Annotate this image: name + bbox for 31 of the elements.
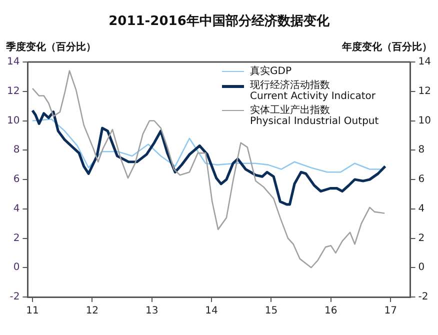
y2-tick-label: -2 <box>418 292 428 303</box>
x-tick-label: 15 <box>264 306 278 317</box>
legend-label: 实体工业产出指数 Physical Industrial Output <box>250 105 379 127</box>
x-tick-label: 16 <box>324 306 338 317</box>
y2-tick-label: 8 <box>418 144 425 156</box>
y-tick-label: 10 <box>6 115 20 126</box>
y2-tick-label: 4 <box>418 203 425 214</box>
y2-tick-label: 0 <box>418 262 425 274</box>
chart-title: 2011-2016年中国部分经济数据变化 <box>108 12 330 30</box>
y2-tick-label: 14 <box>418 56 432 68</box>
y-tick-label: 14 <box>6 56 20 68</box>
y-tick-label: -2 <box>10 292 20 303</box>
legend-label: 真实GDP <box>250 66 292 77</box>
legend-label: 现行经济活动指数 Current Activity Indicator <box>250 80 376 102</box>
y-tick-label: 12 <box>6 86 20 97</box>
y2-tick-label: 6 <box>418 174 425 186</box>
x-tick-label: 13 <box>145 306 158 317</box>
y-tick-label: 2 <box>13 232 20 244</box>
y2-tick-label: 2 <box>418 232 425 244</box>
x-tick-label: 12 <box>86 306 99 317</box>
y-tick-label: 4 <box>13 203 20 214</box>
y-axis-title: 季度变化（百分比） <box>6 40 96 54</box>
x-tick-label: 14 <box>205 306 218 317</box>
x-tick-label: 17 <box>384 306 397 317</box>
y-tick-label: 6 <box>13 174 20 186</box>
y-tick-label: 8 <box>13 144 20 156</box>
y2-axis-title: 年度变化（百分比） <box>342 40 432 54</box>
x-tick-label: 11 <box>26 306 39 317</box>
y2-tick-label: 12 <box>418 86 432 97</box>
y2-tick-label: 10 <box>418 115 432 126</box>
y-tick-label: 0 <box>13 262 20 274</box>
